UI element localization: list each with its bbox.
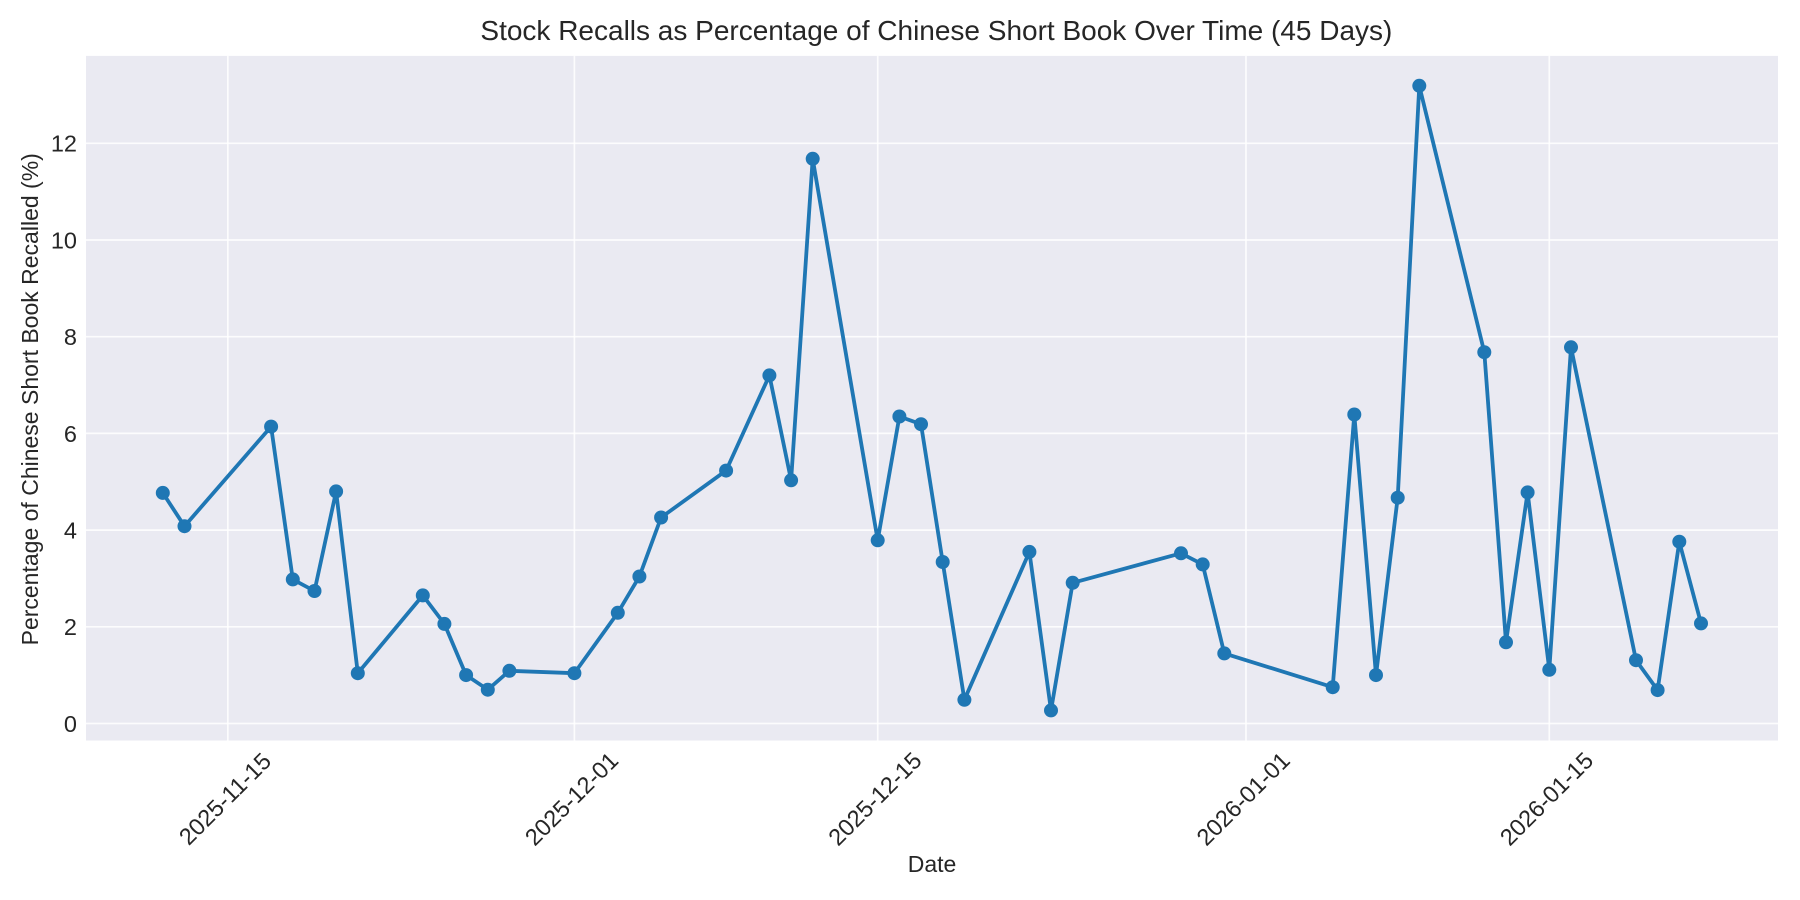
svg-text:6: 6 bbox=[64, 421, 77, 447]
svg-text:10: 10 bbox=[51, 227, 77, 253]
svg-text:Percentage of Chinese Short Bo: Percentage of Chinese Short Book Recalle… bbox=[17, 153, 43, 645]
svg-text:Date: Date bbox=[908, 851, 957, 877]
svg-text:4: 4 bbox=[64, 518, 77, 544]
svg-text:12: 12 bbox=[51, 131, 77, 157]
svg-text:Stock Recalls as Percentage of: Stock Recalls as Percentage of Chinese S… bbox=[480, 15, 1392, 46]
svg-text:2: 2 bbox=[64, 614, 77, 640]
svg-text:0: 0 bbox=[64, 711, 77, 737]
svg-text:8: 8 bbox=[64, 324, 77, 350]
